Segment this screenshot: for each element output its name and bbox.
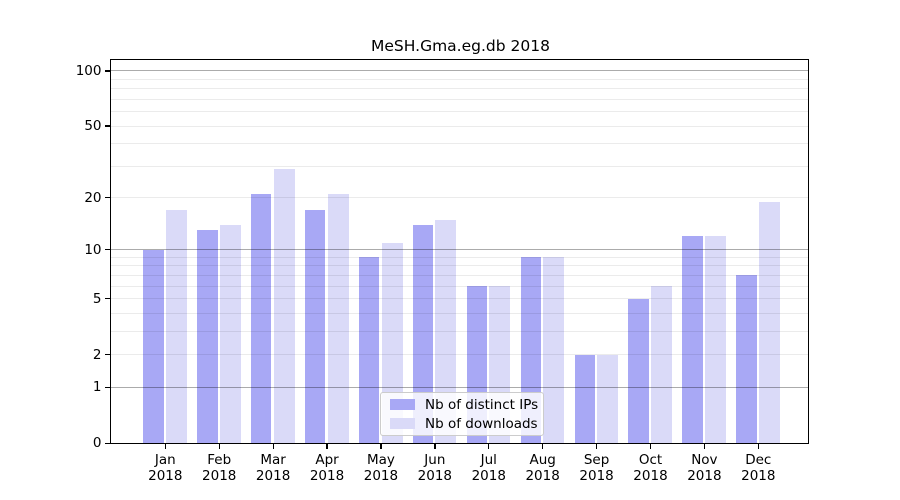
- bar-distinct-ips-jan: [143, 249, 164, 444]
- x-tick-label-nov: Nov 2018: [687, 452, 722, 485]
- y-tick-mark: [105, 354, 110, 356]
- y-tick-label: 5: [92, 290, 102, 307]
- x-tick-mark: [272, 444, 274, 450]
- bar-distinct-ips-may: [358, 257, 380, 444]
- bar-distinct-ips-apr: [305, 210, 326, 444]
- y-tick-mark: [105, 197, 110, 199]
- bar-downloads-aug: [543, 257, 565, 444]
- bar-distinct-ips-feb: [197, 230, 218, 444]
- legend-row-downloads: Nb of downloads: [381, 416, 543, 432]
- y-tick-mark: [105, 125, 110, 127]
- y-tick-label: 50: [84, 118, 102, 134]
- gridline-minor: [110, 354, 809, 356]
- bar-downloads-jan: [165, 210, 187, 444]
- legend-label-downloads: Nb of downloads: [425, 415, 538, 432]
- gridline-minor: [110, 312, 809, 314]
- x-tick-mark: [649, 444, 652, 450]
- x-tick-label-mar: Mar 2018: [255, 452, 291, 485]
- x-tick-mark: [542, 444, 544, 450]
- x-tick-label-oct: Oct 2018: [633, 452, 668, 485]
- legend-label-distinct-ips: Nb of distinct IPs: [425, 396, 539, 413]
- y-tick-mark: [105, 70, 110, 72]
- bar-distinct-ips-oct: [628, 298, 649, 444]
- y-tick-mark: [105, 298, 110, 300]
- gridline-minor: [110, 98, 809, 100]
- bar-downloads-jun: [435, 219, 457, 444]
- x-tick-label-jul: Jul 2018: [471, 452, 506, 485]
- gridline-minor: [110, 111, 809, 113]
- x-tick-label-apr: Apr 2018: [309, 452, 345, 485]
- y-tick-mark: [105, 249, 110, 251]
- gridline-minor: [110, 256, 809, 258]
- gridline-minor: [110, 298, 809, 300]
- bar-downloads-feb: [219, 224, 241, 444]
- x-tick-mark: [757, 444, 759, 450]
- x-tick-mark: [434, 444, 436, 450]
- x-tick-mark: [380, 444, 382, 450]
- x-tick-mark: [595, 444, 598, 450]
- downloads-series-swatch: [390, 418, 415, 429]
- bar-downloads-oct: [651, 286, 673, 444]
- x-tick-label-jun: Jun 2018: [417, 452, 453, 485]
- y-tick-label: 10: [84, 241, 102, 258]
- bar-distinct-ips-mar: [251, 193, 272, 444]
- x-tick-label-aug: Aug 2018: [525, 452, 560, 485]
- bar-distinct-ips-dec: [736, 275, 757, 444]
- y-tick-label: 0: [92, 435, 102, 452]
- y-tick-mark: [105, 442, 110, 444]
- legend-row-distinct-ips: Nb of distinct IPs: [381, 397, 543, 413]
- bar-distinct-ips-jun: [412, 224, 434, 444]
- x-tick-label-dec: Dec 2018: [741, 452, 776, 485]
- x-tick-mark: [488, 444, 490, 450]
- gridline-minor: [110, 265, 809, 267]
- bar-downloads-apr: [327, 193, 349, 444]
- gridline-major: [110, 386, 809, 388]
- gridline-minor: [110, 274, 809, 276]
- x-tick-label-jan: Jan 2018: [148, 452, 183, 485]
- y-tick-label: 2: [92, 346, 102, 363]
- gridline-minor: [110, 125, 809, 127]
- legend: Nb of distinct IPs Nb of downloads: [380, 392, 544, 436]
- bar-distinct-ips-sep: [574, 354, 595, 444]
- y-tick-mark: [105, 386, 110, 389]
- gridline-minor: [110, 330, 809, 332]
- gridline-minor: [110, 88, 809, 90]
- bar-downloads-nov: [705, 236, 726, 444]
- x-tick-label-may: May 2018: [363, 452, 399, 485]
- gridline-minor: [110, 143, 809, 145]
- x-tick-label-feb: Feb 2018: [202, 452, 237, 485]
- chart-title: MeSH.Gma.eg.db 2018: [371, 37, 550, 55]
- gridline-major: [110, 70, 809, 72]
- x-tick-label-sep: Sep 2018: [579, 452, 614, 485]
- gridline-minor: [110, 285, 809, 287]
- gridline-minor: [110, 197, 809, 199]
- bar-downloads-dec: [758, 201, 780, 444]
- x-tick-mark: [164, 444, 166, 450]
- y-tick-label: 1: [92, 379, 102, 396]
- y-tick-label: 100: [75, 62, 102, 79]
- x-tick-mark: [218, 444, 220, 450]
- x-tick-mark: [326, 444, 328, 450]
- ips-series-swatch: [390, 399, 415, 410]
- bar-distinct-ips-nov: [682, 236, 703, 444]
- gridline-major: [110, 249, 809, 251]
- y-tick-label: 20: [84, 189, 102, 206]
- x-tick-mark: [703, 444, 706, 450]
- gridline-minor: [110, 78, 809, 80]
- bar-downloads-sep: [597, 354, 619, 444]
- bar-downloads-mar: [273, 168, 295, 444]
- gridline-minor: [110, 165, 809, 167]
